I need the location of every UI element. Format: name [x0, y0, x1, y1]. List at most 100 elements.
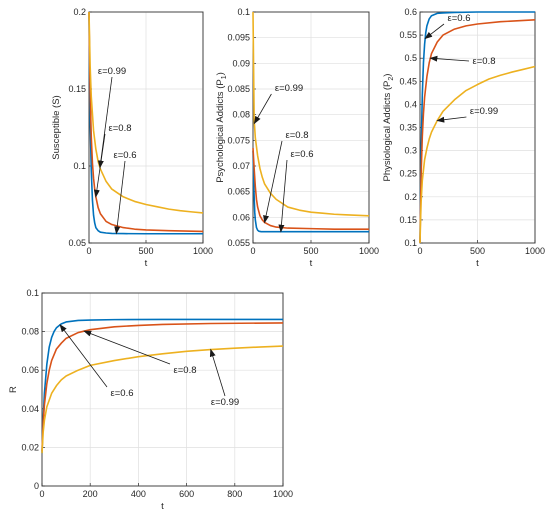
- x-tick-label: 0: [417, 246, 422, 256]
- y-tick-label: 0.08: [232, 110, 250, 120]
- physiological-addicts-panel: 0 500 1000 0.1 0.15 0.2 0.25 0.3 0.35 0.4 0.45 0.5 0…: [382, 7, 545, 269]
- x-tick-label: 1000: [525, 246, 545, 256]
- x-tick-label: 200: [83, 489, 98, 499]
- annotation-label: ε=0.99: [275, 83, 303, 94]
- plot-border: [41, 292, 284, 487]
- annotation-label: ε=0.6: [291, 149, 314, 160]
- y-tick-label: 0.075: [227, 135, 250, 145]
- y-tick-label: 0.04: [21, 404, 39, 414]
- y-tick-label: 0.085: [227, 84, 250, 94]
- annotation-arrow: [429, 55, 470, 62]
- y-tick-label: 0.5: [404, 53, 417, 63]
- y-axis-label-main: R: [8, 386, 19, 393]
- annotation-arrow: [278, 159, 288, 233]
- series-line-0: [419, 11, 535, 244]
- x-tick-label: 500: [303, 246, 318, 256]
- annotation-arrow: [93, 133, 106, 198]
- y-tick-label: 0.1: [237, 7, 250, 17]
- y-axis-label-tail: ): [215, 72, 226, 75]
- y-tick-label: 0.02: [21, 442, 39, 452]
- x-tick-label: 500: [470, 246, 485, 256]
- y-tick-label: 0.07: [232, 161, 250, 171]
- x-tick-label: 400: [131, 489, 146, 499]
- y-tick-label: 0.2: [404, 192, 417, 202]
- y-tick-label: 0.1: [73, 161, 86, 171]
- y-tick-label: 0.55: [399, 30, 417, 40]
- y-tick-label: 0.4: [404, 99, 417, 109]
- x-tick-label: 0: [250, 246, 255, 256]
- annotation-arrow: [263, 140, 283, 224]
- series-line-0: [88, 11, 203, 235]
- annotation-label: ε=0.8: [473, 56, 496, 67]
- y-axis-label-main: Susceptible (S): [51, 95, 62, 159]
- y-tick-label: 0.15: [399, 215, 417, 225]
- y-tick-label: 0.15: [68, 84, 86, 94]
- y-tick-label: 0.06: [21, 365, 39, 375]
- x-tick-label: 1000: [273, 489, 293, 499]
- y-tick-label: 0.3: [404, 146, 417, 156]
- annotation-arrow: [436, 116, 467, 123]
- x-tick-label: 500: [138, 246, 153, 256]
- annotation-label: ε=0.6: [448, 13, 471, 24]
- series-line-1: [88, 11, 204, 233]
- y-tick-label: 0.05: [68, 238, 86, 248]
- y-tick-label: 0.35: [399, 123, 417, 133]
- y-tick-label: 0.45: [399, 76, 417, 86]
- annotation-label: ε=0.8: [286, 130, 309, 141]
- y-axis-label-subscript: 1: [221, 75, 228, 79]
- series-line-2: [252, 11, 370, 217]
- annotation-arrow: [253, 93, 272, 125]
- y-axis-label: Physiological Addicts (P2): [382, 74, 395, 182]
- x-axis-label: t: [310, 258, 313, 269]
- x-tick-label: 1000: [359, 246, 379, 256]
- susceptible-panel: 0 500 1000 0.05 0.1 0.15 0.2 t Susceptible (S) ε=…: [51, 7, 213, 269]
- plot-border: [252, 11, 370, 244]
- plot-border: [88, 11, 204, 244]
- series-line-1: [41, 322, 284, 452]
- annotation-label: ε=0.6: [114, 150, 137, 161]
- y-axis-label-tail: ): [382, 74, 393, 77]
- x-tick-label: 800: [227, 489, 242, 499]
- y-axis-label: R: [8, 386, 19, 393]
- annotation-arrow: [83, 330, 171, 365]
- annotation-label: ε=0.8: [174, 365, 197, 376]
- annotation-arrow: [424, 23, 445, 40]
- y-tick-label: 0.08: [21, 327, 39, 337]
- y-tick-label: 0.2: [73, 7, 86, 17]
- series-line-0: [41, 318, 283, 454]
- annotation-arrow: [209, 348, 226, 397]
- annotation-arrow: [59, 324, 108, 388]
- y-tick-label: 0.065: [227, 187, 250, 197]
- annotation-label: ε=0.99: [211, 397, 239, 408]
- y-axis-label-subscript: 2: [388, 77, 395, 81]
- annotation-label: ε=0.8: [109, 123, 132, 134]
- recovered-panel: 0 200 400 600 800 1000 0 0.02 0.04 0.06 0.08 0.1 t R ε…: [8, 288, 293, 509]
- y-tick-label: 0.1: [404, 238, 417, 248]
- annotation-label: ε=0.99: [470, 106, 498, 117]
- y-tick-label: 0.25: [399, 169, 417, 179]
- y-tick-label: 0.6: [404, 7, 417, 17]
- x-tick-label: 1000: [193, 246, 213, 256]
- series-line-2: [88, 11, 204, 214]
- y-tick-label: 0.06: [232, 212, 250, 222]
- plot-area: [41, 292, 284, 487]
- x-tick-label: 600: [179, 489, 194, 499]
- y-tick-label: 0.1: [26, 288, 39, 298]
- annotation-label: ε=0.99: [98, 66, 126, 77]
- y-tick-label: 0.055: [227, 238, 250, 248]
- psychological-addicts-panel: 0 500 1000 0.055 0.06 0.065 0.07 0.075 0.08 0.085…: [215, 7, 379, 269]
- y-tick-label: 0.095: [227, 33, 250, 43]
- annotation-label: ε=0.6: [111, 388, 134, 399]
- series-line-2: [419, 65, 536, 244]
- y-tick-label: 0: [34, 481, 39, 491]
- y-axis-label: Susceptible (S): [51, 95, 62, 159]
- y-axis-label-main: Psychological Addicts (P: [215, 79, 226, 183]
- annotation-arrow: [114, 160, 126, 235]
- y-axis-label: Psychological Addicts (P1): [215, 72, 228, 183]
- x-tick-label: 0: [86, 246, 91, 256]
- x-tick-label: 0: [39, 489, 44, 499]
- x-axis-label: t: [476, 258, 479, 269]
- x-axis-label: t: [161, 501, 164, 509]
- x-axis-label: t: [145, 258, 148, 269]
